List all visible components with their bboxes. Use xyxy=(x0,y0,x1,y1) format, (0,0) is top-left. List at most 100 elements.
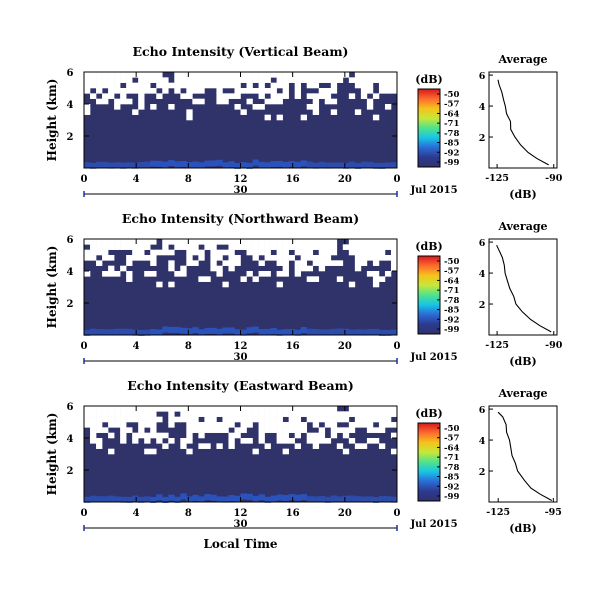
heatmap-cell xyxy=(198,443,205,449)
heatmap-cell xyxy=(264,427,271,433)
heatmap-cell xyxy=(186,411,193,417)
heatmap-cell xyxy=(228,239,235,245)
heatmap-cell xyxy=(312,82,320,89)
heatmap-cell xyxy=(360,77,368,83)
heatmap-cell xyxy=(348,93,356,99)
heatmap-cell xyxy=(348,406,356,412)
heatmap-cell xyxy=(360,244,368,250)
profile-line xyxy=(497,411,553,501)
heatmap-cell xyxy=(360,72,368,78)
heatmap-cell xyxy=(156,249,163,256)
heatmap-cells xyxy=(84,406,398,503)
heatmap-cell xyxy=(228,411,235,417)
heatmap-cell xyxy=(330,328,338,335)
heatmap-cell xyxy=(96,82,103,89)
heatmap-cell xyxy=(276,82,283,89)
heatmap-cell xyxy=(330,495,338,502)
x-tick-label: 8 xyxy=(185,174,192,185)
heatmap-cell xyxy=(282,432,289,439)
heatmap-cell xyxy=(372,93,380,99)
colorbar-tick-label: -57 xyxy=(444,434,459,444)
heatmap-cell xyxy=(168,494,175,501)
heatmap-cell xyxy=(168,438,175,444)
x-tick-label: 0 xyxy=(81,508,88,519)
heatmap-cell xyxy=(270,82,277,89)
heatmap-cell xyxy=(114,271,121,277)
profile-title: Average xyxy=(497,387,547,400)
heatmap-cell xyxy=(342,244,350,250)
heatmap-cell xyxy=(114,411,121,417)
heatmap-cell xyxy=(186,77,193,83)
heatmap-cell xyxy=(282,329,289,336)
profile-x-tick-label: -125 xyxy=(485,340,509,351)
heatmap-cell xyxy=(126,328,133,335)
heatmap-cell xyxy=(246,162,253,169)
heatmap-cell xyxy=(186,328,193,335)
heatmap-cell xyxy=(108,244,115,250)
heatmap-cell xyxy=(330,88,338,94)
heatmap-cell xyxy=(348,244,356,250)
heatmap-cell xyxy=(144,271,151,277)
heatmap-cell xyxy=(264,406,271,412)
heatmap-cell xyxy=(198,432,205,439)
heatmap-cell xyxy=(174,88,181,94)
heatmap-cell xyxy=(168,411,175,417)
date-label: 30 xyxy=(234,519,248,530)
heatmap-cell xyxy=(264,244,271,250)
heatmap-cell xyxy=(180,411,187,417)
heatmap-cell xyxy=(90,244,97,250)
heatmap-cell xyxy=(276,255,283,261)
profile-x-tick-label: -90 xyxy=(545,340,563,351)
colorbar-unit: (dB) xyxy=(415,240,442,253)
heatmap-cell xyxy=(186,82,193,89)
heatmap-cell xyxy=(192,244,199,250)
colorbar-tick-label: -78 xyxy=(444,296,459,306)
heatmap-cell xyxy=(372,239,380,245)
heatmap-cell xyxy=(366,239,374,245)
heatmap-cell xyxy=(276,77,283,83)
heatmap-cell xyxy=(216,496,223,503)
heatmap-cell xyxy=(192,411,199,417)
heatmap-cell xyxy=(96,98,103,105)
heatmap-cell xyxy=(192,72,199,78)
x-tick-label: 16 xyxy=(286,341,300,352)
heatmap-cell xyxy=(282,265,289,272)
profile-y-tick-label: 4 xyxy=(479,269,486,280)
heatmap-cell xyxy=(144,239,151,245)
heatmap-cell xyxy=(150,160,157,167)
heatmap-cell xyxy=(294,93,301,99)
heatmap-cell xyxy=(330,416,338,423)
heatmap-cell xyxy=(210,422,217,428)
colorbar-tick-label: -99 xyxy=(444,325,459,335)
heatmap-cell xyxy=(252,244,259,250)
heatmap-cell xyxy=(288,255,295,261)
heatmap-cell xyxy=(336,328,344,335)
heatmap-cell xyxy=(240,77,247,83)
heatmap-cell xyxy=(138,98,145,105)
heatmap-cell xyxy=(222,260,229,266)
heatmap-cell xyxy=(102,244,109,250)
heatmap-cell xyxy=(366,406,374,412)
heatmap-cell xyxy=(258,494,265,501)
heatmap-cell xyxy=(378,329,386,336)
heatmap-cell xyxy=(90,422,97,428)
heatmap-cell xyxy=(240,422,247,428)
heatmap-cell xyxy=(120,416,127,423)
heatmap-cell xyxy=(234,329,241,336)
heatmap-cell xyxy=(390,329,398,336)
heatmap-cell xyxy=(252,326,259,333)
profile-frame xyxy=(488,238,558,336)
heatmap-cell xyxy=(288,438,295,444)
heatmap-cell xyxy=(204,72,211,78)
heatmap-cell xyxy=(216,72,223,78)
heatmap-cell xyxy=(300,244,308,250)
heatmap-cell xyxy=(312,98,320,105)
heatmap-cell xyxy=(270,244,277,250)
heatmap-cell xyxy=(318,72,326,78)
heatmap-cell xyxy=(378,406,386,412)
heatmap-cell xyxy=(84,411,91,417)
heatmap-cell xyxy=(282,82,289,89)
x-tick-label: 8 xyxy=(185,341,192,352)
heatmap-cell xyxy=(168,416,175,423)
heatmap-cell xyxy=(216,443,223,449)
